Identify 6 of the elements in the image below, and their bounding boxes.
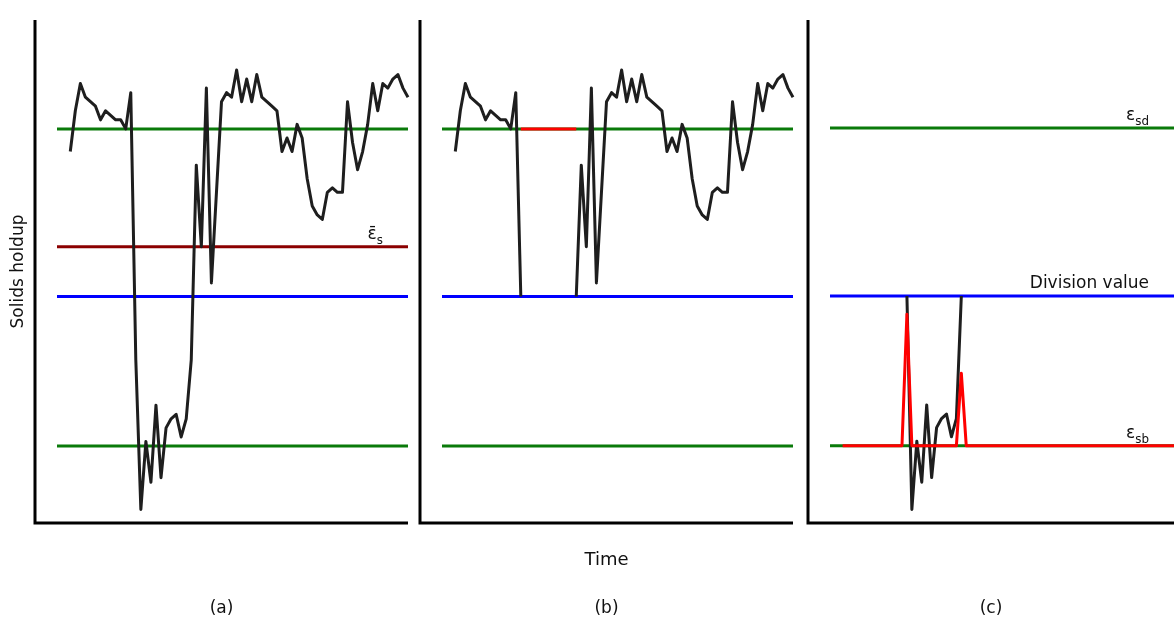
text: (a) [209,597,234,617]
text: (b) [594,597,619,617]
y-axis-title: Solids holdup [7,214,27,329]
text: (c) [979,597,1003,617]
x-axis-title: Time [583,548,629,569]
ref-line-label: Division value [1029,271,1150,292]
